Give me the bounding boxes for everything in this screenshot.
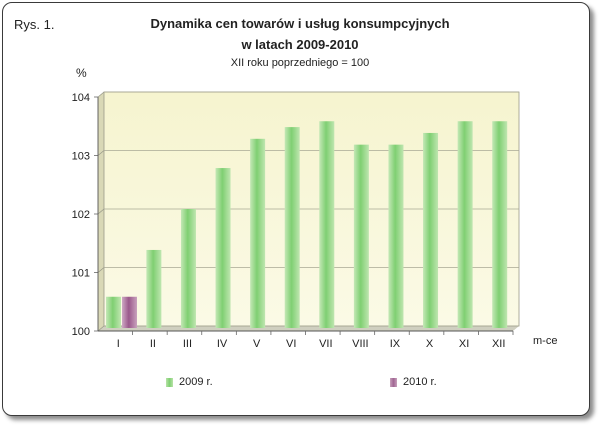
bar-2009 xyxy=(457,121,473,328)
x-tick-label: XI xyxy=(459,338,469,350)
bar-2009 xyxy=(106,296,121,328)
chart-subtitle: XII roku poprzedniego = 100 xyxy=(230,57,370,69)
x-tick-label: VII xyxy=(319,338,332,350)
x-tick-label: III xyxy=(183,338,192,350)
bar-2009 xyxy=(319,121,335,328)
legend-swatch-2010 xyxy=(390,377,397,387)
grid-line-diag xyxy=(97,325,105,332)
bar-2009 xyxy=(423,132,439,328)
legend-swatch-2009 xyxy=(166,377,173,387)
y-tick-label: 102 xyxy=(72,209,90,221)
chart-title: Dynamika cen towarów i usług konsumpcyjn… xyxy=(150,16,450,31)
grid-line-diag xyxy=(97,267,105,273)
y-tick-label: 100 xyxy=(72,326,90,338)
legend-label-2010: 2010 r. xyxy=(403,376,437,388)
x-tick-label: XII xyxy=(492,338,505,350)
bar-2010 xyxy=(122,296,137,328)
bar-2009 xyxy=(388,144,404,328)
x-axis-unit: m-ce xyxy=(533,335,558,347)
bar-2009 xyxy=(180,209,196,328)
x-tick-label: VIII xyxy=(352,338,369,350)
y-tick-label: 104 xyxy=(72,92,90,104)
bar-2009 xyxy=(250,138,266,328)
x-tick-label: IV xyxy=(217,338,228,350)
x-tick-label: IX xyxy=(390,338,401,350)
plot-floor xyxy=(98,326,519,331)
grid-line-diag xyxy=(97,150,105,156)
x-tick-label: VI xyxy=(286,338,296,350)
bar-2009 xyxy=(215,168,231,328)
bar-2009 xyxy=(284,127,300,328)
x-tick-label: I xyxy=(117,338,120,350)
x-tick-label: V xyxy=(253,338,261,350)
x-tick-label: X xyxy=(426,338,434,350)
x-tick-label: II xyxy=(150,338,156,350)
legend-item-2010: 2010 r. xyxy=(390,376,437,388)
bar-2009 xyxy=(353,144,369,328)
y-tick-label: 101 xyxy=(72,268,90,280)
chart-title-line2: w latach 2009-2010 xyxy=(241,37,359,52)
y-tick-label: 103 xyxy=(72,151,90,163)
legend-item-2009: 2009 r. xyxy=(166,376,213,388)
grid-line-diag xyxy=(97,91,105,98)
bar-2009 xyxy=(492,121,508,328)
y-axis-unit: % xyxy=(76,66,87,80)
grid-line-diag xyxy=(97,208,105,215)
figure-label: Rys. 1. xyxy=(14,17,55,32)
bar-2009 xyxy=(146,249,162,328)
legend-label-2009: 2009 r. xyxy=(179,376,213,388)
